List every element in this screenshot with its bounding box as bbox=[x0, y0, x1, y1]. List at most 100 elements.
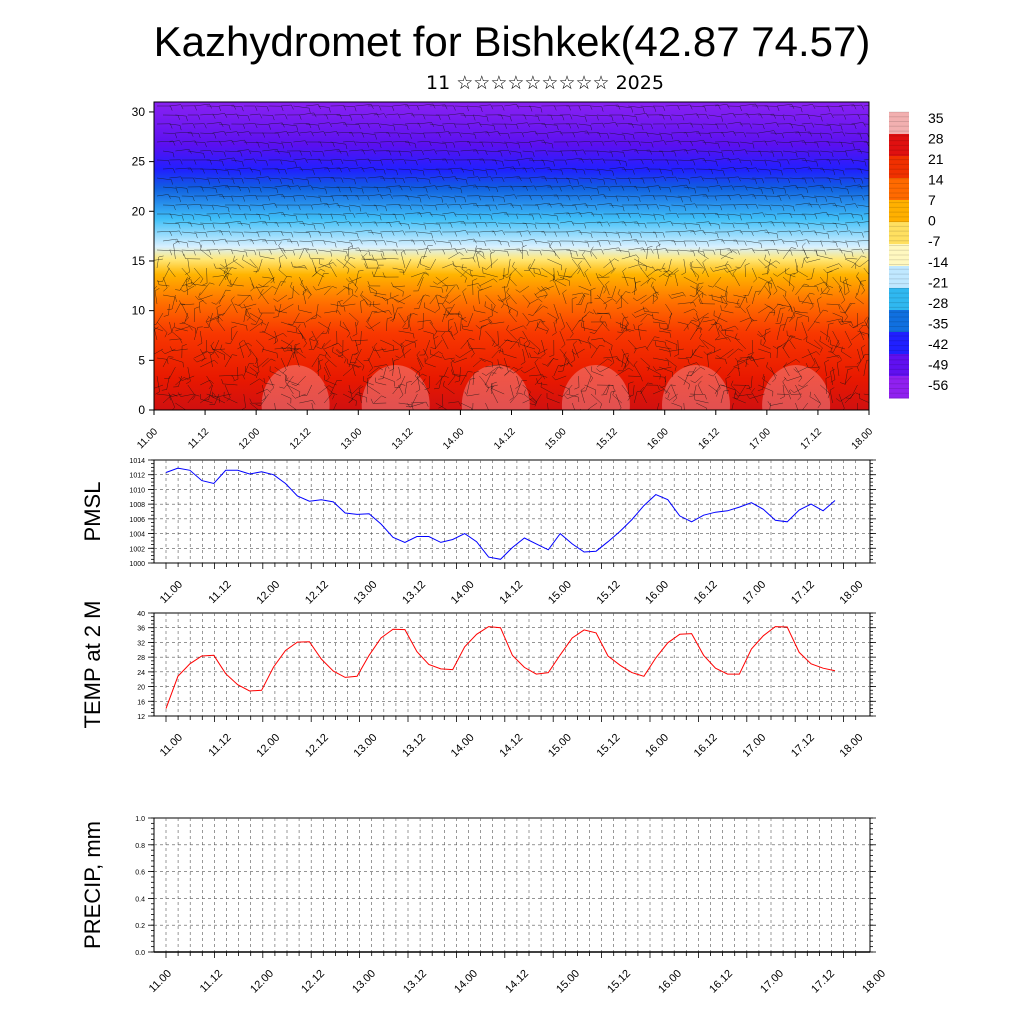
x-tick-label: 16.00 bbox=[656, 968, 684, 996]
heatmap-x-tick-label: 16.12 bbox=[696, 426, 722, 452]
y-tick-label: 40 bbox=[137, 611, 145, 618]
colorbar: 35 28 21 14 7 0 -7 -14 -21 -28 -35 -42 -49 -56 bbox=[889, 110, 948, 399]
heatmap-y-tick-label: 15 bbox=[132, 254, 146, 268]
y-tick-label: 0.2 bbox=[135, 923, 145, 930]
heatmap-x-tick-label: 17.00 bbox=[748, 426, 774, 452]
colorbar-label: 35 bbox=[928, 110, 944, 126]
colorbar-label: -56 bbox=[928, 377, 948, 393]
x-tick-label: 11.12 bbox=[206, 732, 233, 759]
x-tick-label: 17.12 bbox=[789, 732, 817, 760]
plot-frame bbox=[153, 612, 871, 717]
y-tick-label: 24 bbox=[137, 670, 145, 677]
y-tick-label: 1010 bbox=[129, 487, 145, 494]
warm-cell bbox=[261, 365, 330, 410]
y-tick-label: 1014 bbox=[129, 458, 145, 465]
heatmap-x-tick-label: 13.12 bbox=[390, 426, 416, 452]
heatmap-x-tick-label: 18.00 bbox=[850, 426, 876, 452]
wind-barbs bbox=[154, 103, 869, 410]
x-tick-label: 13.00 bbox=[352, 732, 380, 760]
x-tick-label: 11.00 bbox=[147, 968, 174, 995]
colorbar-label: -7 bbox=[928, 233, 941, 249]
pmsl-panel: 1000 1002 1004 1006 1008 1010 1012 1014 11.00 11.… bbox=[80, 458, 876, 607]
x-tick-label: 18.00 bbox=[860, 968, 888, 996]
colorbar-swatch bbox=[889, 134, 909, 157]
y-tick-label: 1002 bbox=[129, 546, 145, 553]
colorbar-swatch bbox=[889, 354, 909, 377]
x-tick-label: 13.12 bbox=[400, 732, 428, 760]
temperature-heatmap-panel: 0 5 10 15 20 25 30 11.00 11.12 12.00 12.12 13.00 13… bbox=[132, 101, 876, 452]
heatmap-y-tick-label: 20 bbox=[132, 204, 146, 218]
temp2m-panel: 12 16 20 24 28 32 36 40 11.00 11.12 12.00 12.12 13.0… bbox=[80, 601, 876, 760]
colorbar-label: 28 bbox=[928, 131, 944, 147]
x-tick-label: 13.12 bbox=[400, 579, 428, 607]
y-tick-label: 28 bbox=[137, 655, 145, 662]
heatmap-y-tick-label: 5 bbox=[138, 353, 145, 367]
chart-title: Kazhydromet for Bishkek(42.87 74.57) bbox=[153, 18, 871, 65]
y-tick-label: 1012 bbox=[129, 473, 145, 480]
heatmap-x-tick-label: 13.00 bbox=[339, 426, 365, 452]
x-tick-label: 15.00 bbox=[546, 579, 574, 607]
colorbar-swatch bbox=[889, 178, 909, 201]
x-tick-label: 14.12 bbox=[497, 579, 525, 607]
heatmap-y-tick-label: 30 bbox=[132, 105, 146, 119]
chart-subtitle: 11 ☆☆☆☆☆☆☆☆☆ 2025 bbox=[426, 72, 664, 94]
y-tick-label: 1004 bbox=[129, 532, 145, 539]
heatmap-y-tick-label: 25 bbox=[132, 155, 146, 169]
colorbar-swatch bbox=[889, 222, 909, 245]
x-tick-label: 16.00 bbox=[643, 579, 671, 607]
x-tick-label: 12.00 bbox=[254, 579, 282, 607]
heatmap-x-tick-label: 14.12 bbox=[492, 426, 518, 452]
heatmap-x-tick-label: 16.00 bbox=[645, 426, 671, 452]
y-tick-label: 1.0 bbox=[135, 816, 145, 823]
colorbar-label: 14 bbox=[928, 172, 944, 188]
x-tick-label: 11.00 bbox=[158, 579, 185, 606]
colorbar-label: -49 bbox=[928, 356, 948, 372]
y-tick-label: 0.4 bbox=[135, 896, 145, 903]
x-tick-label: 12.00 bbox=[248, 968, 276, 996]
x-tick-label: 14.00 bbox=[449, 579, 477, 607]
heatmap-x-tick-label: 15.00 bbox=[543, 426, 569, 452]
colorbar-swatch bbox=[889, 156, 909, 179]
x-tick-label: 13.00 bbox=[350, 968, 378, 996]
colorbar-label: -35 bbox=[928, 315, 948, 331]
y-tick-label: 0.8 bbox=[135, 843, 145, 850]
colorbar-label: -28 bbox=[928, 295, 948, 311]
x-tick-label: 11.00 bbox=[158, 732, 185, 759]
x-tick-label: 17.00 bbox=[740, 579, 768, 607]
colorbar-label: -21 bbox=[928, 274, 948, 290]
x-tick-label: 15.00 bbox=[546, 732, 574, 760]
colorbar-label: 7 bbox=[928, 192, 936, 208]
x-tick-label: 15.12 bbox=[605, 968, 633, 996]
y-tick-label: 36 bbox=[137, 626, 145, 633]
y-tick-label: 20 bbox=[137, 685, 145, 692]
x-tick-label: 14.12 bbox=[497, 732, 525, 760]
y-tick-label: 16 bbox=[137, 699, 145, 706]
heatmap-x-tick-label: 14.00 bbox=[441, 426, 467, 452]
x-tick-label: 12.12 bbox=[299, 968, 327, 996]
heatmap-x-tick-label: 12.00 bbox=[237, 426, 263, 452]
y-tick-label: 32 bbox=[137, 640, 145, 647]
colorbar-swatch bbox=[889, 376, 909, 399]
x-tick-label: 16.12 bbox=[707, 968, 735, 996]
y-axis-title: PRECIP, mm bbox=[80, 821, 105, 949]
x-tick-label: 13.12 bbox=[401, 968, 429, 996]
heatmap-x-tick-label: 17.12 bbox=[799, 426, 825, 452]
y-tick-label: 1008 bbox=[129, 502, 145, 509]
series-line bbox=[165, 626, 836, 709]
y-tick-label: 1000 bbox=[129, 561, 145, 568]
warm-cell bbox=[461, 365, 530, 410]
x-tick-label: 16.12 bbox=[692, 579, 720, 607]
colorbar-swatch bbox=[889, 200, 909, 223]
x-tick-label: 17.00 bbox=[758, 968, 786, 996]
x-tick-label: 15.12 bbox=[595, 579, 623, 607]
heatmap-y-tick-label: 10 bbox=[132, 304, 146, 318]
y-axis-title: TEMP at 2 M bbox=[80, 601, 105, 729]
x-tick-label: 14.12 bbox=[503, 968, 531, 996]
x-tick-label: 11.12 bbox=[206, 579, 233, 606]
heatmap-field bbox=[154, 102, 869, 410]
x-tick-label: 14.00 bbox=[449, 732, 477, 760]
x-tick-label: 17.00 bbox=[740, 732, 768, 760]
y-tick-label: 0.6 bbox=[135, 870, 145, 877]
warm-cell bbox=[561, 365, 630, 410]
